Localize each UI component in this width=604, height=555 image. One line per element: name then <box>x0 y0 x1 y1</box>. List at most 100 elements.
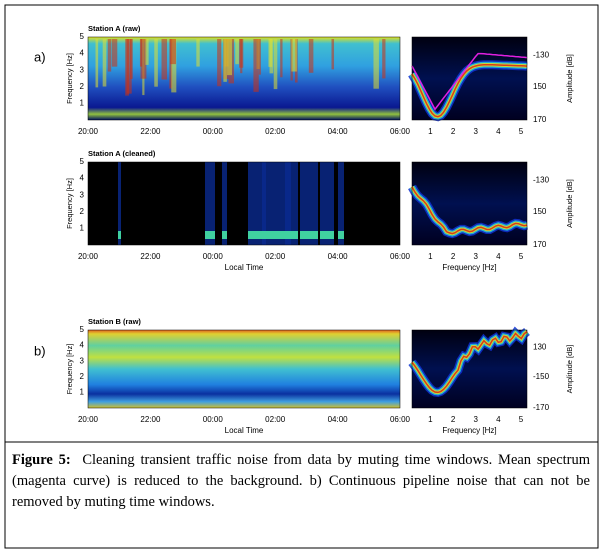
y-tick-label: 3 <box>80 190 85 199</box>
kept-window <box>222 162 227 245</box>
noise-streak <box>140 39 147 79</box>
panel-label: a) <box>34 49 46 64</box>
noise-streak <box>223 39 227 82</box>
kept-window <box>338 162 344 245</box>
x-tick-label: 02:00 <box>265 127 286 136</box>
kept-band <box>300 231 318 239</box>
y-tick-label: 2 <box>80 372 85 381</box>
kept-window <box>320 162 334 245</box>
y-tick-label: 2 <box>80 82 85 91</box>
spectrum-border <box>411 36 528 121</box>
noise-streak <box>280 39 283 78</box>
freq-tick-label: 5 <box>519 415 524 424</box>
noise-streak <box>171 39 177 93</box>
noise-streak <box>382 39 386 79</box>
noise-streak <box>95 39 99 88</box>
kept-window <box>285 162 291 245</box>
noise-streak <box>102 39 107 87</box>
amp-tick-label: -130 <box>533 175 550 184</box>
noise-streak <box>227 39 232 76</box>
freq-tick-label: 1 <box>428 252 433 261</box>
freq-tick-label: 1 <box>428 127 433 136</box>
kept-window <box>205 162 215 245</box>
x-tick-label: 00:00 <box>203 415 224 424</box>
caption-label: Figure 5: <box>12 452 71 468</box>
freq-tick-label: 5 <box>519 127 524 136</box>
amp-tick-label: 170 <box>533 115 547 124</box>
x-tick-label: 20:00 <box>78 252 99 261</box>
noise-streak <box>235 39 239 65</box>
amp-tick-label: 150 <box>533 207 547 216</box>
spectrum-curve <box>411 330 528 394</box>
spectrum-curve <box>411 64 528 118</box>
y-tick-label: 1 <box>80 99 85 108</box>
noise-streak <box>331 39 335 70</box>
x-tick-label: 04:00 <box>328 252 349 261</box>
noise-streak <box>273 39 278 90</box>
noise-streak <box>107 39 112 72</box>
kept-window <box>262 162 266 245</box>
y-tick-label: 4 <box>80 174 85 183</box>
kept-window <box>300 162 318 245</box>
amp-axis-label: Amplitude [dB] <box>565 179 574 228</box>
noise-streak <box>145 39 149 65</box>
x-tick-label: 22:00 <box>140 415 161 424</box>
noise-streak <box>373 39 379 89</box>
caption: Figure 5: Cleaning transient traffic noi… <box>12 450 590 513</box>
spectrogram <box>88 37 400 120</box>
noise-streak <box>154 39 158 87</box>
x-axis-label: Local Time <box>225 263 264 272</box>
x-tick-label: 06:00 <box>390 127 411 136</box>
spectrogram <box>88 330 400 408</box>
kept-band <box>222 231 227 239</box>
spectrum-border <box>411 329 528 409</box>
x-tick-label: 06:00 <box>390 415 411 424</box>
kept-band <box>248 231 298 239</box>
spectrum-curve <box>411 186 528 235</box>
freq-tick-label: 3 <box>473 127 478 136</box>
y-tick-label: 4 <box>80 341 85 350</box>
freq-tick-label: 2 <box>451 252 456 261</box>
noise-streak <box>126 39 132 94</box>
amp-tick-label: -130 <box>533 50 550 59</box>
amp-axis-label: Amplitude [dB] <box>565 345 574 394</box>
spectrogram-border <box>87 36 401 121</box>
y-tick-label: 5 <box>80 32 85 41</box>
x-axis-label: Local Time <box>225 426 264 435</box>
y-axis-label: Frequency [Hz] <box>65 53 74 104</box>
amp-axis-label: Amplitude [dB] <box>565 54 574 103</box>
noise-streak <box>240 39 243 74</box>
y-axis-label: Frequency [Hz] <box>65 178 74 229</box>
amp-tick-label: -170 <box>533 403 550 412</box>
x-tick-label: 00:00 <box>203 127 224 136</box>
panel-title: Station A (raw) <box>88 24 141 33</box>
noise-streak <box>268 39 273 67</box>
freq-tick-label: 2 <box>451 127 456 136</box>
y-axis-label: Frequency [Hz] <box>65 344 74 395</box>
freq-axis-label: Frequency [Hz] <box>442 426 496 435</box>
noise-streak <box>308 39 314 73</box>
y-tick-label: 4 <box>80 49 85 58</box>
amp-tick-label: 170 <box>533 240 547 249</box>
noise-streak <box>111 39 118 67</box>
spectrogram-border <box>87 329 401 409</box>
spectrum-border <box>411 161 528 246</box>
panel-title: Station A (cleaned) <box>88 149 156 158</box>
freq-tick-label: 4 <box>496 415 501 424</box>
y-tick-label: 1 <box>80 224 85 233</box>
panel-title: Station B (raw) <box>88 317 141 326</box>
y-tick-label: 3 <box>80 356 85 365</box>
kept-band <box>262 231 266 239</box>
caption-text: Cleaning transient traffic noise from da… <box>12 452 591 510</box>
x-tick-label: 20:00 <box>78 415 99 424</box>
x-tick-label: 20:00 <box>78 127 99 136</box>
freq-axis-label: Frequency [Hz] <box>442 263 496 272</box>
panel-label: b) <box>34 343 46 358</box>
y-tick-label: 5 <box>80 325 85 334</box>
spectrogram-border <box>87 161 401 246</box>
kept-band <box>285 231 291 239</box>
amp-tick-label: 150 <box>533 82 547 91</box>
x-tick-label: 02:00 <box>265 415 286 424</box>
x-tick-label: 22:00 <box>140 252 161 261</box>
